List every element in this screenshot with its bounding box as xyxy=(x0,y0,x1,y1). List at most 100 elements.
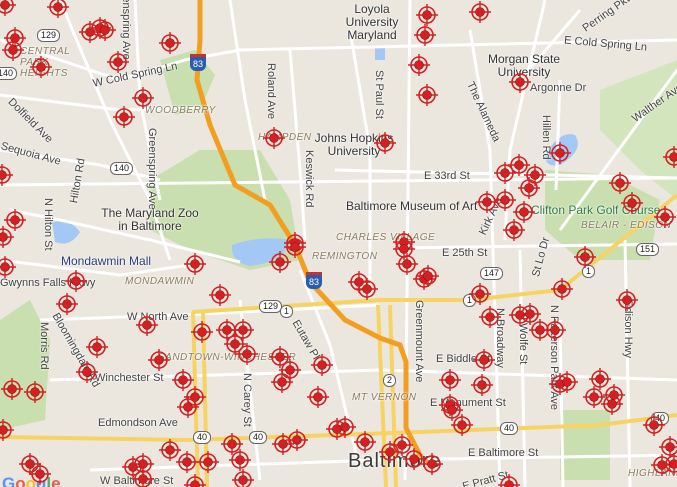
crosshair-target-icon[interactable] xyxy=(421,453,443,475)
google-logo[interactable]: Google xyxy=(2,474,61,487)
crosshair-target-icon[interactable] xyxy=(236,343,258,365)
crosshair-target-icon[interactable] xyxy=(414,24,436,46)
crosshair-target-icon[interactable] xyxy=(416,4,438,26)
crosshair-target-icon[interactable] xyxy=(229,449,251,471)
crosshair-target-icon[interactable] xyxy=(471,374,493,396)
crosshair-target-icon[interactable] xyxy=(0,256,16,278)
crosshair-target-icon[interactable] xyxy=(659,436,677,458)
crosshair-target-icon[interactable] xyxy=(307,386,329,408)
crosshair-target-icon[interactable] xyxy=(551,278,573,300)
crosshair-target-icon[interactable] xyxy=(286,429,308,451)
crosshair-target-icon[interactable] xyxy=(663,453,677,475)
crosshair-target-icon[interactable] xyxy=(334,416,356,438)
crosshair-target-icon[interactable] xyxy=(556,371,578,393)
crosshair-target-icon[interactable] xyxy=(494,162,516,184)
crosshair-target-icon[interactable] xyxy=(518,177,540,199)
crosshair-target-icon[interactable] xyxy=(86,336,108,358)
crosshair-target-icon[interactable] xyxy=(374,132,396,154)
crosshair-target-icon[interactable] xyxy=(1,378,23,400)
crosshair-target-icon[interactable] xyxy=(354,431,376,453)
crosshair-target-icon[interactable] xyxy=(469,283,491,305)
crosshair-target-icon[interactable] xyxy=(408,54,430,76)
crosshair-target-icon[interactable] xyxy=(609,172,631,194)
crosshair-target-icon[interactable] xyxy=(601,393,623,415)
crosshair-target-icon[interactable] xyxy=(0,0,16,16)
poi-loyola[interactable]: Loyola University Maryland xyxy=(345,2,399,42)
crosshair-target-icon[interactable] xyxy=(113,106,135,128)
crosshair-target-icon[interactable] xyxy=(197,451,219,473)
crosshair-target-icon[interactable] xyxy=(271,371,293,393)
crosshair-target-icon[interactable] xyxy=(654,206,676,228)
poi-zoo[interactable]: The Maryland Zoo in Baltimore xyxy=(101,206,199,233)
crosshair-target-icon[interactable] xyxy=(65,270,87,292)
crosshair-target-icon[interactable] xyxy=(30,56,52,78)
crosshair-target-icon[interactable] xyxy=(391,434,413,456)
crosshair-target-icon[interactable] xyxy=(469,1,491,23)
poi-mondawmin-mall[interactable]: Mondawmin Mall xyxy=(61,254,152,268)
crosshair-target-icon[interactable] xyxy=(132,468,154,487)
crosshair-target-icon[interactable] xyxy=(519,303,541,325)
crosshair-target-icon[interactable] xyxy=(396,253,418,275)
crosshair-target-icon[interactable] xyxy=(498,474,520,487)
crosshair-target-icon[interactable] xyxy=(176,451,198,473)
crosshair-target-icon[interactable] xyxy=(284,236,306,258)
crosshair-target-icon[interactable] xyxy=(24,381,46,403)
crosshair-target-icon[interactable] xyxy=(2,39,24,61)
crosshair-target-icon[interactable] xyxy=(417,265,439,287)
crosshair-target-icon[interactable] xyxy=(29,463,51,485)
crosshair-target-icon[interactable] xyxy=(269,251,291,273)
crosshair-target-icon[interactable] xyxy=(0,164,13,186)
crosshair-target-icon[interactable] xyxy=(451,414,473,436)
poi-morgan-state[interactable]: Morgan State University xyxy=(487,52,561,79)
crosshair-target-icon[interactable] xyxy=(148,349,170,371)
crosshair-target-icon[interactable] xyxy=(439,369,461,391)
crosshair-target-icon[interactable] xyxy=(132,87,154,109)
crosshair-target-icon[interactable] xyxy=(184,474,206,487)
crosshair-target-icon[interactable] xyxy=(508,154,530,176)
crosshair-target-icon[interactable] xyxy=(269,346,291,368)
crosshair-target-icon[interactable] xyxy=(583,386,605,408)
crosshair-target-icon[interactable] xyxy=(311,354,333,376)
crosshair-target-icon[interactable] xyxy=(479,306,501,328)
crosshair-target-icon[interactable] xyxy=(172,369,194,391)
crosshair-target-icon[interactable] xyxy=(0,419,14,441)
crosshair-target-icon[interactable] xyxy=(509,71,531,93)
crosshair-target-icon[interactable] xyxy=(159,32,181,54)
crosshair-target-icon[interactable] xyxy=(476,191,498,213)
crosshair-target-icon[interactable] xyxy=(643,414,665,436)
crosshair-target-icon[interactable] xyxy=(574,246,596,268)
crosshair-target-icon[interactable] xyxy=(616,289,638,311)
crosshair-target-icon[interactable] xyxy=(473,349,495,371)
crosshair-target-icon[interactable] xyxy=(494,189,516,211)
crosshair-target-icon[interactable] xyxy=(94,19,116,41)
crosshair-target-icon[interactable] xyxy=(589,368,611,390)
crosshair-target-icon[interactable] xyxy=(0,226,14,248)
crosshair-target-icon[interactable] xyxy=(47,0,69,18)
crosshair-target-icon[interactable] xyxy=(356,278,378,300)
crosshair-target-icon[interactable] xyxy=(621,192,643,214)
crosshair-target-icon[interactable] xyxy=(224,333,246,355)
crosshair-target-icon[interactable] xyxy=(107,51,129,73)
crosshair-target-icon[interactable] xyxy=(279,359,301,381)
crosshair-target-icon[interactable] xyxy=(136,314,158,336)
poi-museum[interactable]: Baltimore Museum of Art xyxy=(346,199,478,213)
crosshair-target-icon[interactable] xyxy=(177,396,199,418)
crosshair-target-icon[interactable] xyxy=(232,319,254,341)
poi-johns-hopkins[interactable]: Johns Hopkins University xyxy=(314,131,394,158)
crosshair-target-icon[interactable] xyxy=(56,293,78,315)
crosshair-target-icon[interactable] xyxy=(221,433,243,455)
crosshair-target-icon[interactable] xyxy=(544,319,566,341)
crosshair-target-icon[interactable] xyxy=(263,127,285,149)
crosshair-target-icon[interactable] xyxy=(159,439,181,461)
crosshair-target-icon[interactable] xyxy=(416,84,438,106)
crosshair-target-icon[interactable] xyxy=(441,399,463,421)
crosshair-target-icon[interactable] xyxy=(209,284,231,306)
crosshair-target-icon[interactable] xyxy=(184,253,206,275)
crosshair-target-icon[interactable] xyxy=(513,201,535,223)
crosshair-target-icon[interactable] xyxy=(403,448,425,470)
crosshair-target-icon[interactable] xyxy=(663,146,677,168)
crosshair-target-icon[interactable] xyxy=(232,469,254,487)
crosshair-target-icon[interactable] xyxy=(272,433,294,455)
crosshair-target-icon[interactable] xyxy=(76,361,98,383)
